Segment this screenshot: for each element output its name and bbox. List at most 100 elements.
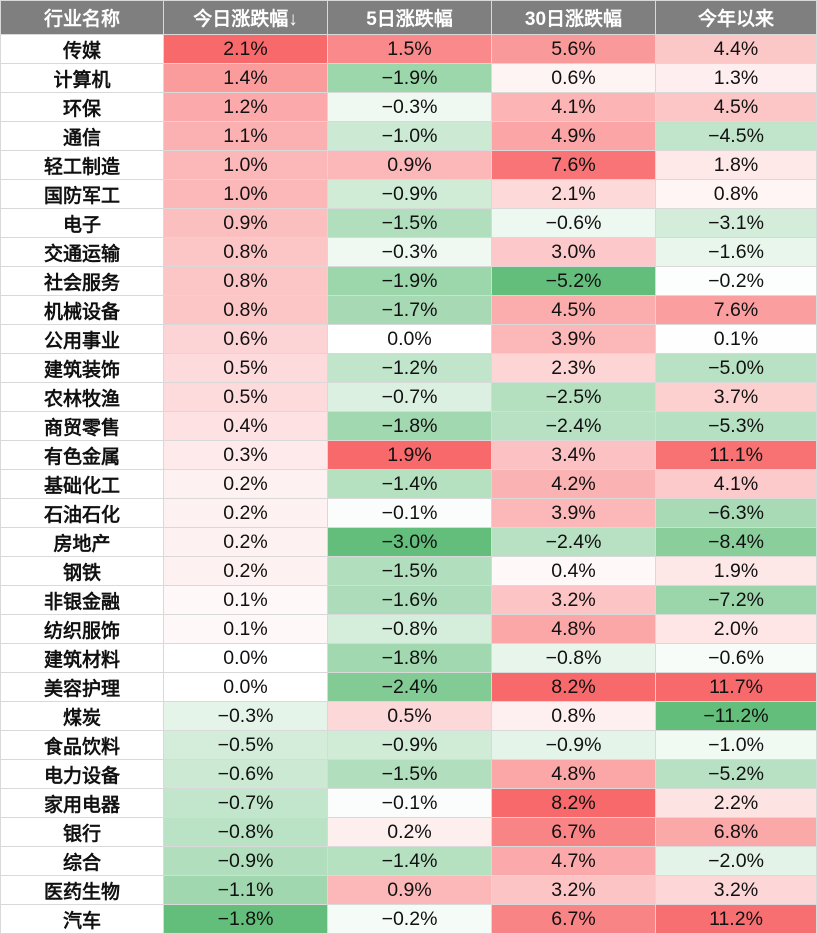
industry-name: 银行 — [0, 817, 164, 847]
value-cell: −0.6% — [491, 208, 656, 238]
value-cell: −0.9% — [327, 730, 492, 760]
value-cell: 4.5% — [655, 92, 817, 122]
value-cell: −0.2% — [655, 266, 817, 296]
value-cell: 0.8% — [491, 701, 656, 731]
column-header-4[interactable]: 今年以来 — [655, 0, 817, 35]
value-cell: −1.7% — [327, 295, 492, 325]
value-cell: −1.0% — [655, 730, 817, 760]
value-cell: −5.2% — [491, 266, 656, 296]
industry-name: 通信 — [0, 121, 164, 151]
value-cell: 0.5% — [163, 382, 328, 412]
value-cell: 0.1% — [163, 585, 328, 615]
industry-name: 煤炭 — [0, 701, 164, 731]
value-cell: 1.1% — [163, 121, 328, 151]
value-cell: 0.2% — [163, 556, 328, 586]
value-cell: 11.2% — [655, 904, 817, 934]
value-cell: −1.9% — [327, 266, 492, 296]
value-cell: −3.1% — [655, 208, 817, 238]
column-header-0[interactable]: 行业名称 — [0, 0, 164, 35]
value-cell: −2.5% — [491, 382, 656, 412]
industry-name: 电力设备 — [0, 759, 164, 789]
industry-name: 社会服务 — [0, 266, 164, 296]
value-cell: −0.9% — [163, 846, 328, 876]
value-cell: −8.4% — [655, 527, 817, 557]
value-cell: 2.1% — [491, 179, 656, 209]
value-cell: 0.2% — [163, 498, 328, 528]
value-cell: 1.4% — [163, 63, 328, 93]
industry-name: 家用电器 — [0, 788, 164, 818]
value-cell: 1.5% — [327, 34, 492, 64]
value-cell: −0.5% — [163, 730, 328, 760]
value-cell: 0.2% — [163, 527, 328, 557]
industry-name: 机械设备 — [0, 295, 164, 325]
value-cell: 4.9% — [491, 121, 656, 151]
value-cell: 1.3% — [655, 63, 817, 93]
industry-name: 非银金融 — [0, 585, 164, 615]
value-cell: 0.4% — [163, 411, 328, 441]
value-cell: 3.2% — [491, 585, 656, 615]
table-row: 基础化工 0.2% −1.4% 4.2% 4.1% — [0, 469, 817, 499]
column-header-3[interactable]: 30日涨跌幅 — [491, 0, 656, 35]
value-cell: 3.2% — [491, 875, 656, 905]
column-header-1[interactable]: 今日涨跌幅↓ — [163, 0, 328, 35]
table-row: 电力设备 −0.6% −1.5% 4.8% −5.2% — [0, 759, 817, 789]
value-cell: 0.9% — [327, 150, 492, 180]
table-row: 社会服务 0.8% −1.9% −5.2% −0.2% — [0, 266, 817, 296]
value-cell: −2.0% — [655, 846, 817, 876]
value-cell: −5.0% — [655, 353, 817, 383]
industry-name: 食品饮料 — [0, 730, 164, 760]
value-cell: 0.8% — [163, 266, 328, 296]
industry-name: 传媒 — [0, 34, 164, 64]
industry-name: 计算机 — [0, 63, 164, 93]
industry-name: 钢铁 — [0, 556, 164, 586]
value-cell: 2.1% — [163, 34, 328, 64]
industry-name: 国防军工 — [0, 179, 164, 209]
table-row: 计算机 1.4% −1.9% 0.6% 1.3% — [0, 63, 817, 93]
value-cell: −0.7% — [163, 788, 328, 818]
value-cell: 1.0% — [163, 150, 328, 180]
table-row: 国防军工 1.0% −0.9% 2.1% 0.8% — [0, 179, 817, 209]
value-cell: −0.7% — [327, 382, 492, 412]
industry-name: 汽车 — [0, 904, 164, 934]
value-cell: 0.8% — [163, 295, 328, 325]
column-header-2[interactable]: 5日涨跌幅 — [327, 0, 492, 35]
value-cell: 1.9% — [655, 556, 817, 586]
value-cell: −5.2% — [655, 759, 817, 789]
value-cell: 6.7% — [491, 904, 656, 934]
value-cell: 4.8% — [491, 759, 656, 789]
value-cell: 0.0% — [163, 643, 328, 673]
industry-name: 交通运输 — [0, 237, 164, 267]
value-cell: 4.7% — [491, 846, 656, 876]
table-row: 环保 1.2% −0.3% 4.1% 4.5% — [0, 92, 817, 122]
value-cell: −3.0% — [327, 527, 492, 557]
value-cell: −1.8% — [163, 904, 328, 934]
value-cell: −5.3% — [655, 411, 817, 441]
value-cell: −1.2% — [327, 353, 492, 383]
value-cell: 3.0% — [491, 237, 656, 267]
value-cell: 0.0% — [327, 324, 492, 354]
value-cell: −0.3% — [163, 701, 328, 731]
value-cell: 1.2% — [163, 92, 328, 122]
value-cell: −0.9% — [491, 730, 656, 760]
value-cell: −1.5% — [327, 759, 492, 789]
industry-name: 房地产 — [0, 527, 164, 557]
value-cell: −7.2% — [655, 585, 817, 615]
table-row: 电子 0.9% −1.5% −0.6% −3.1% — [0, 208, 817, 238]
table-row: 石油石化 0.2% −0.1% 3.9% −6.3% — [0, 498, 817, 528]
value-cell: 3.9% — [491, 324, 656, 354]
table-body: 传媒 2.1% 1.5% 5.6% 4.4% 计算机 1.4% −1.9% 0.6% 1.3% 环保… — [0, 34, 817, 934]
value-cell: 0.3% — [163, 440, 328, 470]
value-cell: −0.3% — [327, 92, 492, 122]
value-cell: −0.8% — [163, 817, 328, 847]
table-row: 银行 −0.8% 0.2% 6.7% 6.8% — [0, 817, 817, 847]
table-row: 公用事业 0.6% 0.0% 3.9% 0.1% — [0, 324, 817, 354]
value-cell: 0.2% — [163, 469, 328, 499]
value-cell: −11.2% — [655, 701, 817, 731]
value-cell: −0.6% — [655, 643, 817, 673]
table-row: 建筑装饰 0.5% −1.2% 2.3% −5.0% — [0, 353, 817, 383]
industry-name: 纺织服饰 — [0, 614, 164, 644]
value-cell: 8.2% — [491, 788, 656, 818]
value-cell: −1.6% — [655, 237, 817, 267]
value-cell: 0.5% — [163, 353, 328, 383]
